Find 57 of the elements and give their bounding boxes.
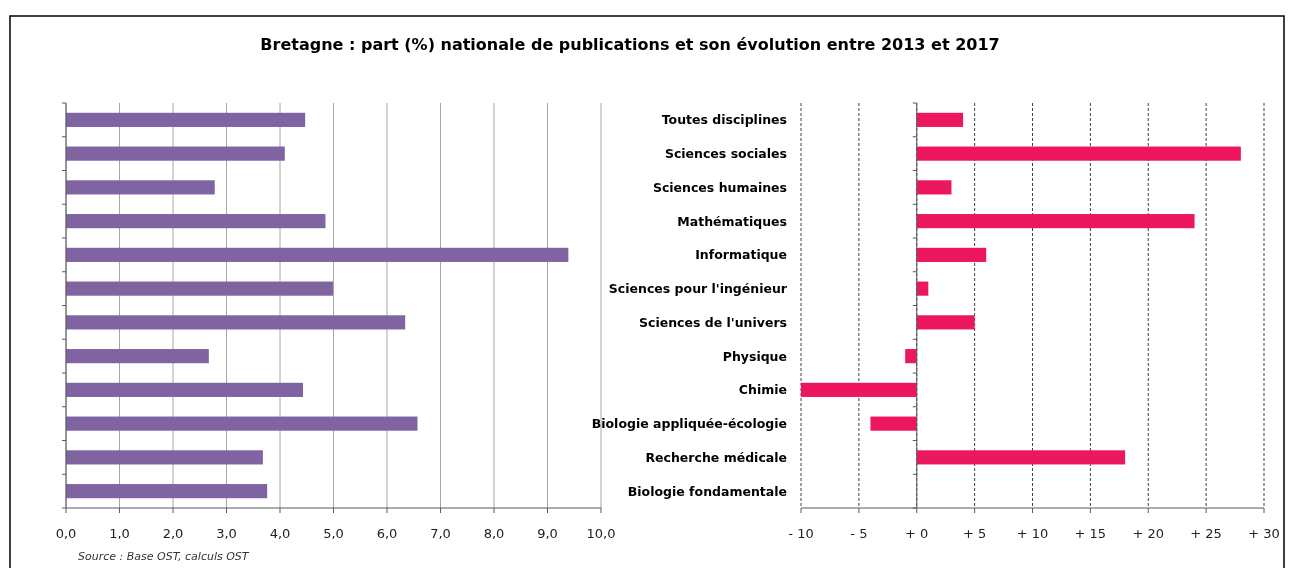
- x-tick-label: + 15: [1074, 526, 1107, 541]
- y-tick-label: Physique: [722, 348, 787, 364]
- x-tick-label: + 5: [962, 526, 987, 541]
- x-tick-label: + 10: [1016, 526, 1049, 541]
- bar: [66, 484, 268, 499]
- x-tick-label: 10,0: [586, 526, 616, 541]
- bar: [916, 112, 964, 127]
- bar: [66, 349, 209, 364]
- source-note: Source : Base OST, calculs OST: [78, 550, 250, 563]
- x-tick-label: 8,0: [483, 526, 505, 541]
- x-tick-label: + 30: [1248, 526, 1280, 541]
- x-tick-label: 6,0: [376, 526, 398, 541]
- bar: [870, 416, 917, 431]
- x-tick-label: + 25: [1190, 526, 1222, 541]
- bar: [66, 112, 306, 127]
- bar: [66, 180, 215, 195]
- bar: [916, 315, 975, 330]
- x-tick-label: + 20: [1132, 526, 1165, 541]
- y-tick-label: Sciences pour l'ingénieur: [608, 281, 788, 296]
- x-tick-label: + 0: [905, 526, 929, 541]
- bar: [916, 281, 929, 296]
- bar: [66, 315, 406, 330]
- x-tick-label: - 5: [850, 526, 868, 541]
- chart-title: Bretagne : part (%) nationale de publications et son évolution entre 2013 et 2017: [260, 35, 1000, 54]
- bar: [916, 146, 1241, 161]
- bar: [905, 349, 917, 364]
- y-tick-label: Biologie fondamentale: [627, 483, 787, 499]
- bar: [66, 281, 333, 296]
- y-tick-label: Toutes disciplines: [661, 112, 787, 128]
- x-tick-label: 1,0: [109, 526, 130, 541]
- bar: [916, 214, 1195, 229]
- x-tick-label: - 10: [788, 526, 814, 541]
- y-tick-label: Sciences sociales: [664, 146, 787, 161]
- y-tick-label: Biologie appliquée-écologie: [591, 416, 787, 431]
- bar: [916, 247, 987, 262]
- y-tick-label: Sciences de l'univers: [639, 314, 787, 330]
- y-tick-label: Sciences humaines: [652, 179, 787, 195]
- bar: [66, 146, 285, 161]
- x-tick-label: 0,0: [55, 526, 77, 541]
- x-tick-label: 3,0: [216, 526, 237, 541]
- x-tick-label: 5,0: [323, 526, 344, 541]
- bar: [916, 450, 1126, 465]
- y-tick-label: Chimie: [738, 382, 787, 398]
- bar: [66, 450, 263, 465]
- bar: [66, 416, 418, 431]
- y-tick-label: Mathématiques: [677, 213, 787, 229]
- x-tick-label: 9,0: [537, 526, 558, 541]
- bar: [66, 214, 326, 229]
- x-tick-label: 7,0: [430, 526, 451, 541]
- bar: [66, 247, 569, 262]
- x-tick-label: 4,0: [269, 526, 291, 541]
- bar: [66, 382, 304, 397]
- x-tick-label: 2,0: [162, 526, 184, 541]
- bar: [916, 180, 952, 195]
- y-tick-label: Recherche médicale: [645, 449, 787, 465]
- y-tick-label: Informatique: [695, 247, 787, 263]
- bar: [801, 382, 917, 397]
